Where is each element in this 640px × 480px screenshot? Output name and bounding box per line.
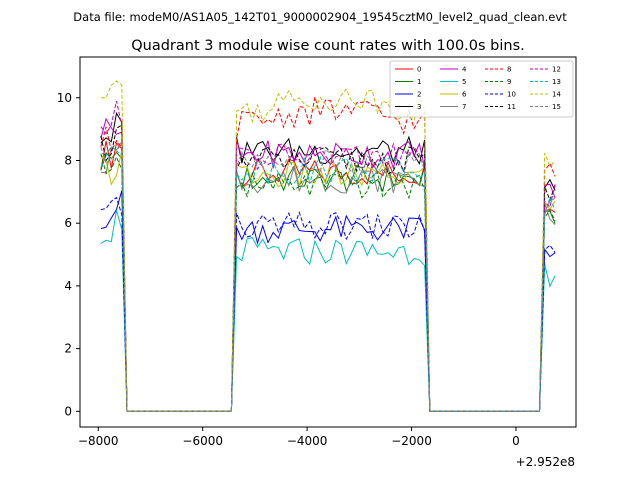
y-tick-label: 10 [57, 91, 72, 105]
x-axis: −8000 −6000 −4000 −2000 0 [78, 427, 520, 448]
x-tick-label: −4000 [287, 434, 328, 448]
y-tick-label: 0 [64, 404, 72, 418]
legend-label-9: 9 [507, 78, 511, 86]
legend-label-13: 13 [552, 78, 561, 86]
legend-label-11: 11 [507, 103, 516, 111]
legend-label-15: 15 [552, 103, 561, 111]
legend-label-2: 2 [417, 91, 421, 99]
y-tick-label: 4 [64, 279, 72, 293]
y-axis: 0 2 4 6 8 10 [57, 91, 80, 418]
legend-label-12: 12 [552, 66, 561, 74]
legend-label-14: 14 [552, 91, 561, 99]
legend-label-3: 3 [417, 103, 421, 111]
plot-lines [100, 80, 556, 412]
series-line-15 [100, 141, 556, 412]
figure-suptitle: Data file: modeM0/AS1A05_142T01_90000029… [73, 10, 567, 24]
y-tick-label: 2 [64, 342, 72, 356]
legend-label-6: 6 [462, 91, 467, 99]
legend-box [389, 60, 574, 118]
y-tick-label: 8 [64, 153, 72, 167]
chart-title: Quadrant 3 module wise count rates with … [131, 38, 525, 54]
x-tick-label: 0 [512, 434, 520, 448]
x-tick-label: −2000 [391, 434, 432, 448]
x-tick-label: −8000 [78, 434, 119, 448]
legend-label-4: 4 [462, 66, 467, 74]
x-tick-label: −6000 [182, 434, 223, 448]
legend-label-5: 5 [462, 78, 466, 86]
legend-label-1: 1 [417, 78, 421, 86]
legend-label-0: 0 [417, 66, 421, 74]
x-offset-label: +2.952e8 [516, 455, 575, 469]
legend-label-7: 7 [462, 103, 466, 111]
axes-frame [79, 56, 577, 428]
legend-label-8: 8 [507, 66, 511, 74]
legend-label-10: 10 [507, 91, 516, 99]
y-tick-label: 6 [64, 216, 72, 230]
